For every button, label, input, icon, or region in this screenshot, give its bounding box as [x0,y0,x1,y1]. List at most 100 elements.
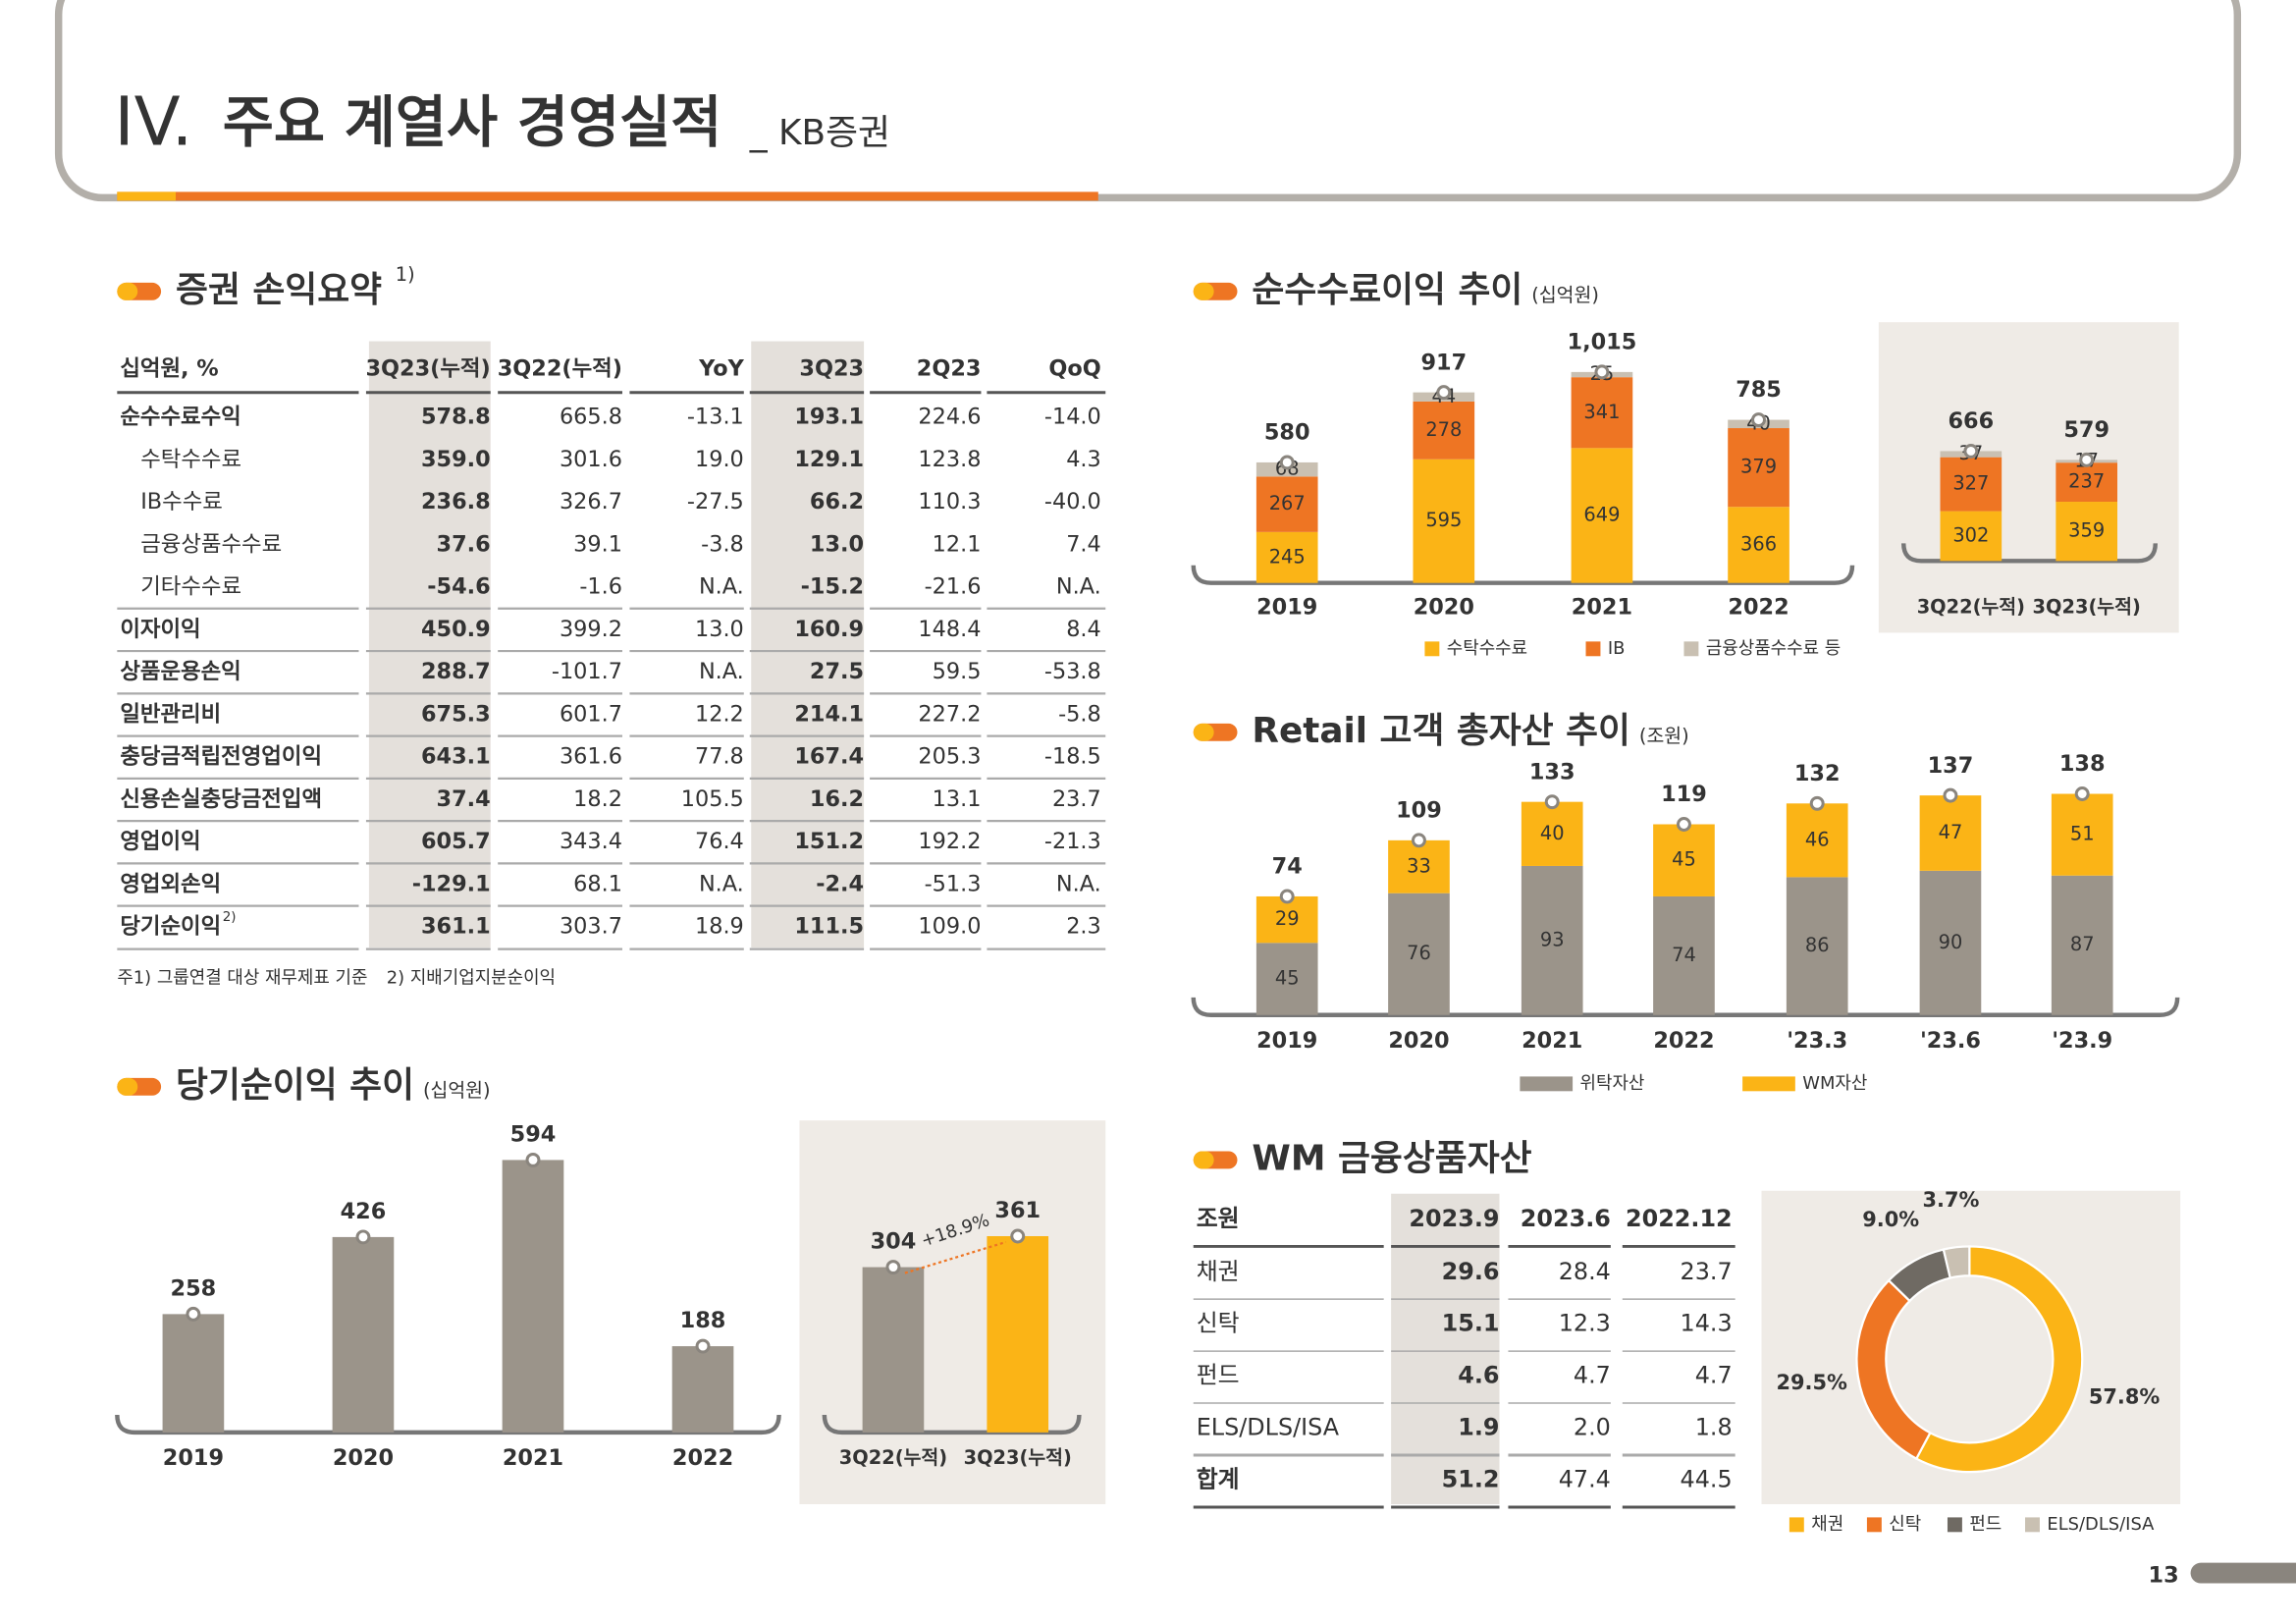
table-cell: 23.7 [1681,1258,1733,1285]
table-cell: 123.8 [918,447,981,472]
table-header: 2Q23 [917,355,982,381]
x-tick-label: 2019 [1256,595,1317,621]
top-marker [695,1338,711,1354]
bar [162,1314,225,1433]
bar-segment [1255,943,1318,1015]
table-cell: -5.8 [1058,701,1101,727]
segment-label: 47 [1939,821,1963,843]
table-cell: 12.1 [933,531,982,557]
bar-segment [1653,824,1715,896]
table-cell: 12.3 [1559,1310,1611,1337]
growth-line [904,1240,1007,1274]
donut-slice [1942,1245,1971,1279]
page-bar [2190,1562,2296,1584]
table-cell: -2.4 [816,871,864,896]
table-cell: 68.1 [573,871,622,896]
table-cell: N.A. [699,574,744,600]
slice-label: 9.0% [1862,1208,1919,1231]
page-number: 13 [2149,1563,2179,1589]
table-cell: 110.3 [918,489,981,514]
table-cell: 129.1 [794,447,864,472]
bar [671,1346,734,1433]
table-cell: 15.1 [1442,1310,1500,1337]
segment-label: 45 [1275,967,1300,990]
shade-col [1391,1193,1500,1504]
top-marker [186,1306,201,1322]
bar-segment [1728,507,1789,583]
table-cell: 이자이익 [120,617,200,642]
x-tick-label: 2021 [1572,595,1632,621]
legend-label: WM자산 [1802,1073,1867,1094]
table-cell: 2.0 [1574,1414,1611,1441]
top-marker [2079,452,2095,467]
bar-segment [1255,476,1318,532]
table-cell: -54.6 [427,574,490,600]
table-cell: 193.1 [794,405,864,430]
value-label: 188 [680,1308,726,1333]
table-cell: 영업외손익 [120,871,221,896]
table-cell: -51.3 [925,871,982,896]
bar-segment [1413,401,1475,460]
top-marker [1751,412,1766,428]
table-cell: 343.4 [560,829,622,854]
legend-label: ELS/DLS/ISA [2047,1514,2155,1535]
note-ref: 1) [396,263,415,286]
table-header: 3Q23 [799,355,864,381]
x-tick-label: 2021 [503,1445,563,1471]
table-cell: 44.5 [1681,1466,1733,1493]
bar [862,1267,925,1433]
table-cell: -15.2 [801,574,864,600]
table-cell: 148.4 [918,617,981,642]
section-title: 증권 손익요약 [176,270,382,310]
segment-label: 40 [1540,822,1565,844]
section-icon-dot [1193,723,1214,741]
table-cell: -21.6 [925,574,982,600]
x-tick-label: '23.9 [2052,1028,2112,1054]
table-cell: 37.4 [437,786,491,812]
total-label: 137 [1928,753,1974,779]
table-cell: 303.7 [560,914,622,940]
table-cell: ELS/DLS/ISA [1197,1414,1340,1441]
table-cell: 펀드 [1197,1362,1240,1389]
table-cell: 192.2 [918,829,981,854]
table-cell: 수탁수수료 [140,447,241,472]
table-cell: -21.3 [1044,829,1101,854]
table-cell: 신용손실충당금전입액 [120,786,322,812]
table-cell: 일반관리비 [120,701,221,727]
top-marker [1677,817,1691,832]
total-label: 133 [1529,759,1575,785]
table-cell: 영업이익 [120,829,200,854]
top-marker [885,1260,901,1275]
table-header: 2023.9 [1409,1205,1499,1232]
table-cell: 326.7 [560,489,622,514]
segment-label: 76 [1407,942,1431,964]
x-tick-label: 2019 [1256,1028,1317,1054]
table-cell: 236.8 [421,489,491,514]
table-cell: 7.4 [1066,531,1101,557]
table-cell: 신탁 [1197,1310,1240,1337]
header-accent-yellow [117,191,177,201]
segment-label: 302 [1952,523,1989,546]
x-tick-label: 2021 [1522,1028,1582,1054]
table-cell: 18.9 [695,914,744,940]
slice-label: 3.7% [1923,1188,1980,1212]
section-title: 순수수료이익 추이 [1252,270,1522,310]
x-tick-label: '23.6 [1920,1028,1981,1054]
table-cell: 4.7 [1574,1362,1611,1389]
legend-label: 신탁 [1889,1514,1921,1535]
legend-swatch [1866,1517,1882,1533]
header-frame [54,0,2242,202]
value-label: 361 [994,1198,1041,1223]
x-tick-label: 2020 [1414,595,1474,621]
table-cell: 충당금적립전영업이익 [120,744,322,770]
x-tick-label: 3Q22(누적) [839,1446,947,1469]
table-header: 2023.6 [1521,1205,1611,1232]
table-header: 3Q23(누적) [365,355,490,381]
total-label: 666 [1948,408,1994,434]
table-cell: N.A. [1056,871,1101,896]
table-cell: 19.0 [695,447,744,472]
table-cell: -18.5 [1044,744,1101,770]
bar-segment [2056,462,2118,503]
top-marker [1010,1228,1026,1244]
x-tick-label: 3Q22(누적) [1917,596,2025,619]
